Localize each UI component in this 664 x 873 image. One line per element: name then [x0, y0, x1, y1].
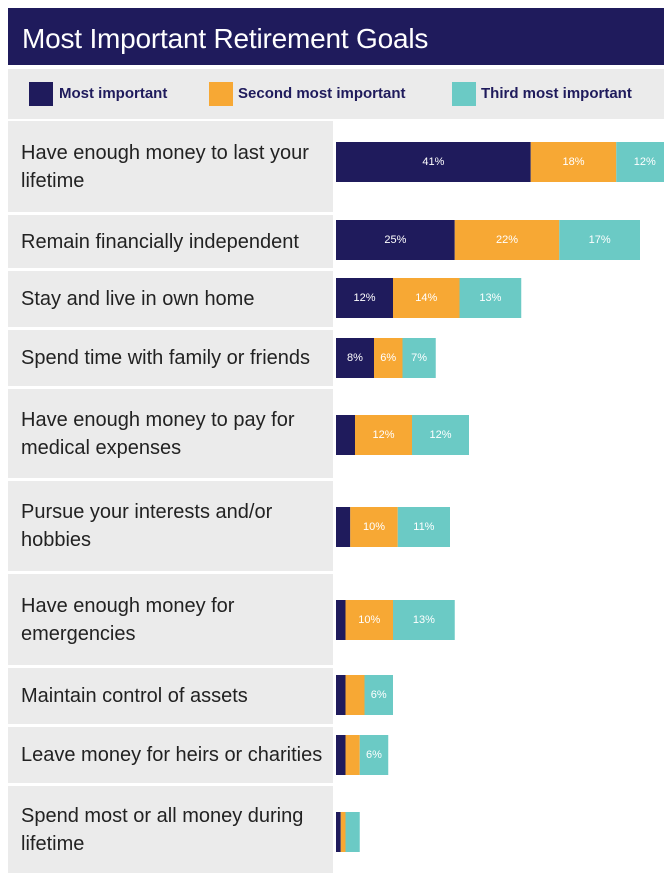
bar-segment-second — [355, 415, 412, 455]
data-label: 41% — [422, 156, 444, 168]
bar-segment-third — [616, 142, 664, 182]
category-label: Spend time with family or friends — [21, 347, 311, 369]
bar-segment-third — [393, 600, 455, 640]
bar-segment-most — [336, 278, 393, 318]
bar-segment-third — [359, 735, 389, 775]
bar-segment-third — [364, 675, 393, 715]
data-label: 12% — [429, 429, 451, 441]
category-label: Remain financially independent — [21, 230, 299, 253]
bar-segment-most — [336, 812, 341, 852]
bar-segment-second — [393, 278, 460, 318]
data-label: 13% — [413, 614, 435, 626]
row-divider — [8, 268, 333, 271]
bar-segment-most — [336, 220, 455, 260]
bar-segment-second — [530, 142, 617, 182]
bar-segment-third — [402, 338, 436, 378]
bar-segment-third — [412, 415, 469, 455]
data-label: 12% — [634, 156, 656, 168]
bar-segment-third — [397, 507, 450, 547]
bar-segment-third — [559, 220, 640, 260]
category-label-column: Have enough money to last your lifetime … — [8, 121, 333, 873]
legend-label-third: Third most important — [481, 85, 632, 102]
bar-segment-second — [454, 220, 560, 260]
bar-segment-most — [336, 142, 531, 182]
row-divider — [8, 327, 333, 330]
legend-swatch-second — [209, 82, 233, 106]
bar-segment-most — [336, 507, 351, 547]
data-label: 6% — [371, 689, 387, 701]
bar-segment-second — [345, 735, 360, 775]
bar-segment-second — [345, 675, 365, 715]
bar-segment-most — [336, 415, 355, 455]
data-label: 11% — [413, 521, 434, 533]
data-label: 6% — [366, 749, 382, 761]
row-divider — [8, 212, 333, 215]
data-label: 13% — [479, 292, 501, 304]
data-label: 14% — [415, 292, 437, 304]
row-divider — [8, 386, 333, 389]
category-label: Leave money for heirs or charities — [21, 744, 323, 766]
row-divider — [8, 478, 333, 481]
row-divider — [8, 724, 333, 727]
legend: Most important Second most important Thi… — [8, 69, 664, 119]
bar-segment-second — [374, 338, 403, 378]
data-label: 10% — [363, 521, 385, 533]
data-label: 18% — [562, 156, 584, 168]
bar-segment-most — [336, 735, 346, 775]
data-label: 22% — [496, 234, 518, 246]
bar-segment-second — [350, 507, 398, 547]
bar-segment-most — [336, 338, 374, 378]
data-label: 8% — [347, 352, 363, 364]
data-label: 12% — [372, 429, 394, 441]
row-divider — [8, 783, 333, 786]
bar-segment-most — [336, 675, 346, 715]
row-divider — [8, 571, 333, 574]
legend-swatch-most — [29, 82, 53, 106]
data-label: 10% — [358, 614, 380, 626]
bar-segment-second — [340, 812, 346, 852]
category-label: Spend most or all money during lifetime — [21, 804, 304, 855]
category-label: Have enough money to pay for medical exp… — [21, 408, 295, 459]
category-label: Pursue your interests and/or hobbies — [21, 501, 273, 551]
chart-title: Most Important Retirement Goals — [8, 8, 664, 65]
bar-segment-most — [336, 600, 346, 640]
data-label: 7% — [411, 352, 427, 364]
legend-swatch-third — [452, 82, 476, 106]
data-label: 25% — [384, 234, 406, 246]
bar-segment-third — [345, 812, 360, 852]
category-label: Stay and live in own home — [21, 288, 255, 310]
row-divider — [8, 665, 333, 668]
category-label: Have enough money for emergencies — [21, 594, 235, 645]
category-label: Maintain control of assets — [21, 685, 248, 707]
data-label: 12% — [353, 292, 375, 304]
data-label: 17% — [589, 234, 611, 246]
bar-segment-second — [345, 600, 393, 640]
bar-segment-third — [459, 278, 522, 318]
data-label: 6% — [380, 352, 396, 364]
legend-label-second: Second most important — [238, 85, 406, 102]
legend-label-most: Most important — [59, 85, 168, 102]
category-label: Have enough money to last your lifetime — [21, 141, 309, 192]
